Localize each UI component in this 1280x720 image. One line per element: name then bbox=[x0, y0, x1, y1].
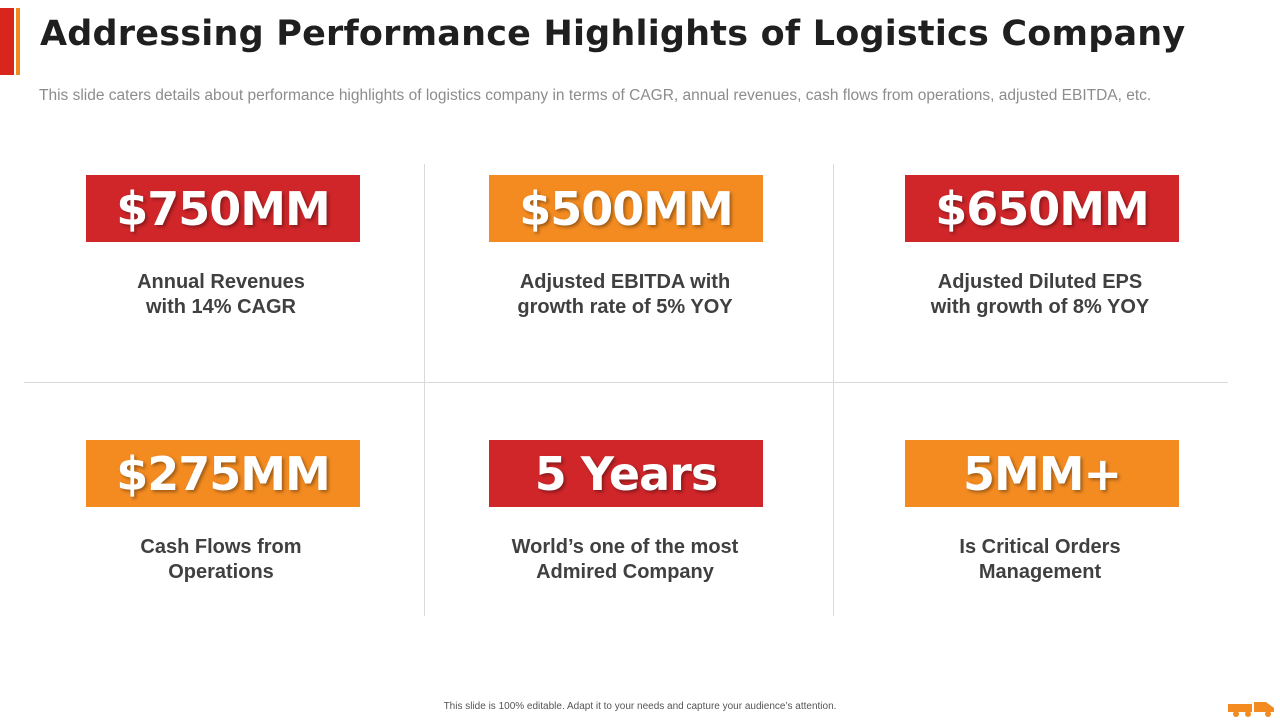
accent-bar-orange bbox=[16, 8, 20, 75]
highlight-label-line: growth rate of 5% YOY bbox=[517, 296, 733, 318]
highlight-label-line: Is Critical Orders bbox=[959, 536, 1121, 558]
highlight-value-cash-flows: $275MM bbox=[86, 440, 360, 507]
highlight-label-line: Operations bbox=[168, 561, 274, 583]
slide-subtitle: This slide caters details about performa… bbox=[39, 87, 1152, 104]
truck-cab-shape bbox=[1254, 702, 1274, 712]
highlight-label-line: World’s one of the most bbox=[511, 536, 739, 558]
footer-note: This slide is 100% editable. Adapt it to… bbox=[443, 701, 837, 712]
highlight-label-line: Admired Company bbox=[536, 561, 714, 583]
highlight-value-adjusted-diluted-eps: $650MM bbox=[905, 175, 1179, 242]
highlight-label-line: Cash Flows from bbox=[140, 536, 302, 558]
highlight-label-line: Annual Revenues bbox=[137, 271, 305, 293]
highlight-label-critical-orders: Is Critical Orders Management bbox=[890, 535, 1190, 585]
highlight-value-annual-revenues: $750MM bbox=[86, 175, 360, 242]
highlight-label-cash-flows: Cash Flows from Operations bbox=[71, 535, 371, 585]
truck-icon bbox=[1228, 702, 1274, 717]
highlight-label-adjusted-ebitda: Adjusted EBITDA with growth rate of 5% Y… bbox=[475, 270, 775, 320]
truck-trailer-shape bbox=[1228, 704, 1252, 712]
highlight-value-admired-company: 5 Years bbox=[489, 440, 763, 507]
grid-divider-horizontal bbox=[24, 382, 1228, 383]
grid-divider-vertical-left bbox=[424, 164, 425, 616]
highlight-label-line: with 14% CAGR bbox=[145, 296, 297, 318]
truck-wheel-shape bbox=[1233, 711, 1239, 717]
highlight-label-line: Adjusted EBITDA with bbox=[519, 271, 731, 293]
grid-divider-vertical-right bbox=[833, 164, 834, 616]
truck-wheel-shape bbox=[1245, 711, 1251, 717]
highlight-label-line: with growth of 8% YOY bbox=[930, 296, 1150, 318]
highlight-label-adjusted-diluted-eps: Adjusted Diluted EPS with growth of 8% Y… bbox=[890, 270, 1190, 320]
highlight-label-annual-revenues: Annual Revenues with 14% CAGR bbox=[71, 270, 371, 320]
highlight-value-adjusted-ebitda: $500MM bbox=[489, 175, 763, 242]
highlight-label-admired-company: World’s one of the most Admired Company bbox=[475, 535, 775, 585]
highlight-value-critical-orders: 5MM+ bbox=[905, 440, 1179, 507]
slide-title: Addressing Performance Highlights of Log… bbox=[40, 14, 1186, 54]
truck-wheel-shape bbox=[1265, 711, 1271, 717]
highlight-label-line: Adjusted Diluted EPS bbox=[937, 271, 1143, 293]
highlight-label-line: Management bbox=[978, 561, 1102, 583]
accent-bar-red bbox=[0, 8, 14, 75]
